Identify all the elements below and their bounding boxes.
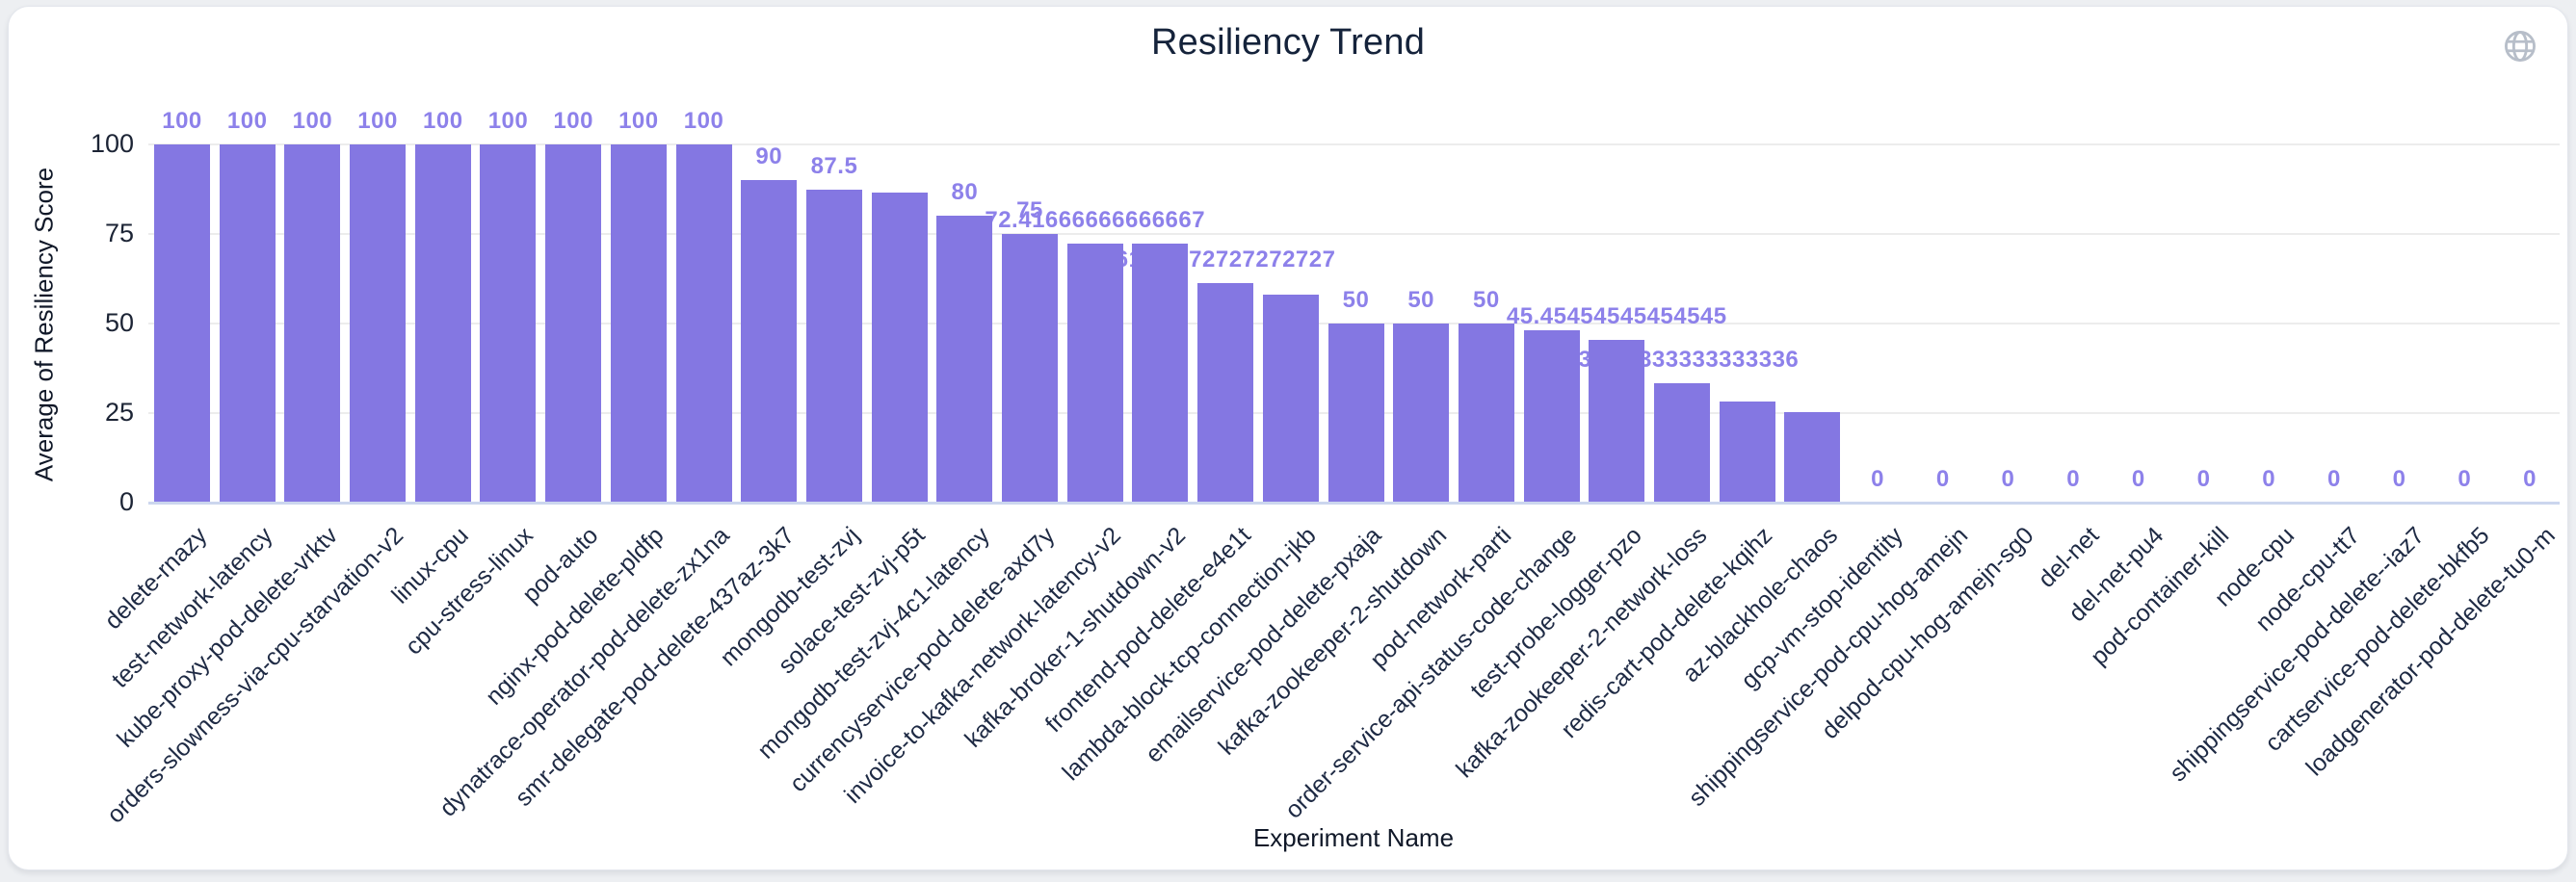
chart-title: Resiliency Trend	[1150, 22, 1426, 63]
bar[interactable]	[284, 144, 341, 503]
bar[interactable]	[480, 144, 537, 503]
gridline	[148, 143, 2560, 145]
bar[interactable]	[675, 144, 732, 503]
bar-value-label: 0	[2001, 466, 2015, 492]
bar-value-label: 100	[357, 108, 398, 134]
bar[interactable]	[1132, 244, 1189, 503]
bar-value-label: 0	[1871, 466, 1884, 492]
bar[interactable]	[1066, 243, 1123, 503]
y-tick-label: 50	[104, 307, 134, 337]
y-tick-label: 75	[104, 218, 134, 247]
bar-value-label: 50	[1342, 287, 1370, 313]
x-axis-line	[148, 502, 2560, 505]
bar[interactable]	[1002, 234, 1059, 503]
bar-value-label: 100	[683, 108, 724, 134]
bar[interactable]	[1589, 339, 1645, 503]
bar-value-label: 100	[162, 108, 202, 134]
bar-value-label: 45.45454545454545	[1506, 302, 1727, 329]
bar-value-label: 87.5	[810, 152, 858, 179]
plot-area: 0 25 50 75 100 100 delete-rnazy 100 test-network…	[9, 7, 2567, 869]
bar-value-label: 50	[1473, 287, 1500, 313]
bar[interactable]	[154, 144, 210, 503]
bar-value-label: 100	[292, 108, 333, 134]
bar-value-label: 100	[553, 108, 593, 134]
bar[interactable]	[1393, 324, 1450, 503]
bar-value-label: 0	[2066, 466, 2081, 492]
bar-value-label: 0	[2131, 466, 2145, 492]
bar[interactable]	[1458, 324, 1514, 503]
bar-value-label: 0	[2196, 466, 2211, 492]
bar-value-label: 100	[487, 108, 529, 134]
bar-value-label: 0	[1935, 466, 1950, 492]
x-axis-title: Experiment Name	[1252, 823, 1455, 852]
bar-value-label: 90	[755, 143, 783, 170]
bar[interactable]	[1653, 383, 1710, 503]
gridline	[148, 233, 2560, 235]
bar-value-label: 0	[2392, 466, 2406, 492]
bar[interactable]	[545, 144, 602, 503]
bar[interactable]	[610, 144, 667, 503]
bar[interactable]	[805, 189, 862, 503]
bar-value-label: 0	[2262, 466, 2276, 492]
globe-icon[interactable]	[2502, 28, 2538, 65]
bar-value-label: 0	[2458, 466, 2472, 492]
bar-value-label: 50	[1407, 287, 1435, 313]
bar-value-label: 72.41666666666667	[985, 206, 1206, 233]
y-tick-label: 25	[104, 397, 134, 427]
bar-value-label: 80	[951, 179, 979, 206]
bar[interactable]	[1784, 411, 1841, 503]
bar-value-label: 100	[226, 108, 268, 134]
bar[interactable]	[936, 216, 993, 503]
bar[interactable]	[1262, 294, 1319, 503]
bar-value-label: 100	[618, 108, 659, 134]
bar-value-label: 0	[2523, 466, 2537, 492]
chart-card: Resiliency Trend Average of Resiliency S…	[8, 6, 2568, 870]
bar-value-label: 0	[2326, 466, 2341, 492]
bar[interactable]	[414, 144, 471, 503]
y-tick-label: 100	[90, 128, 134, 158]
bar-value-label: 75	[1016, 197, 1043, 223]
y-tick-label: 0	[118, 486, 134, 516]
bar-value-label: 100	[422, 108, 463, 134]
bar[interactable]	[219, 144, 276, 503]
bar[interactable]	[1327, 324, 1384, 503]
bar[interactable]	[1197, 283, 1254, 503]
bar[interactable]	[741, 180, 798, 503]
bar[interactable]	[871, 193, 928, 503]
bar[interactable]	[1719, 402, 1775, 503]
bar[interactable]	[1523, 330, 1580, 503]
bar[interactable]	[350, 144, 407, 503]
